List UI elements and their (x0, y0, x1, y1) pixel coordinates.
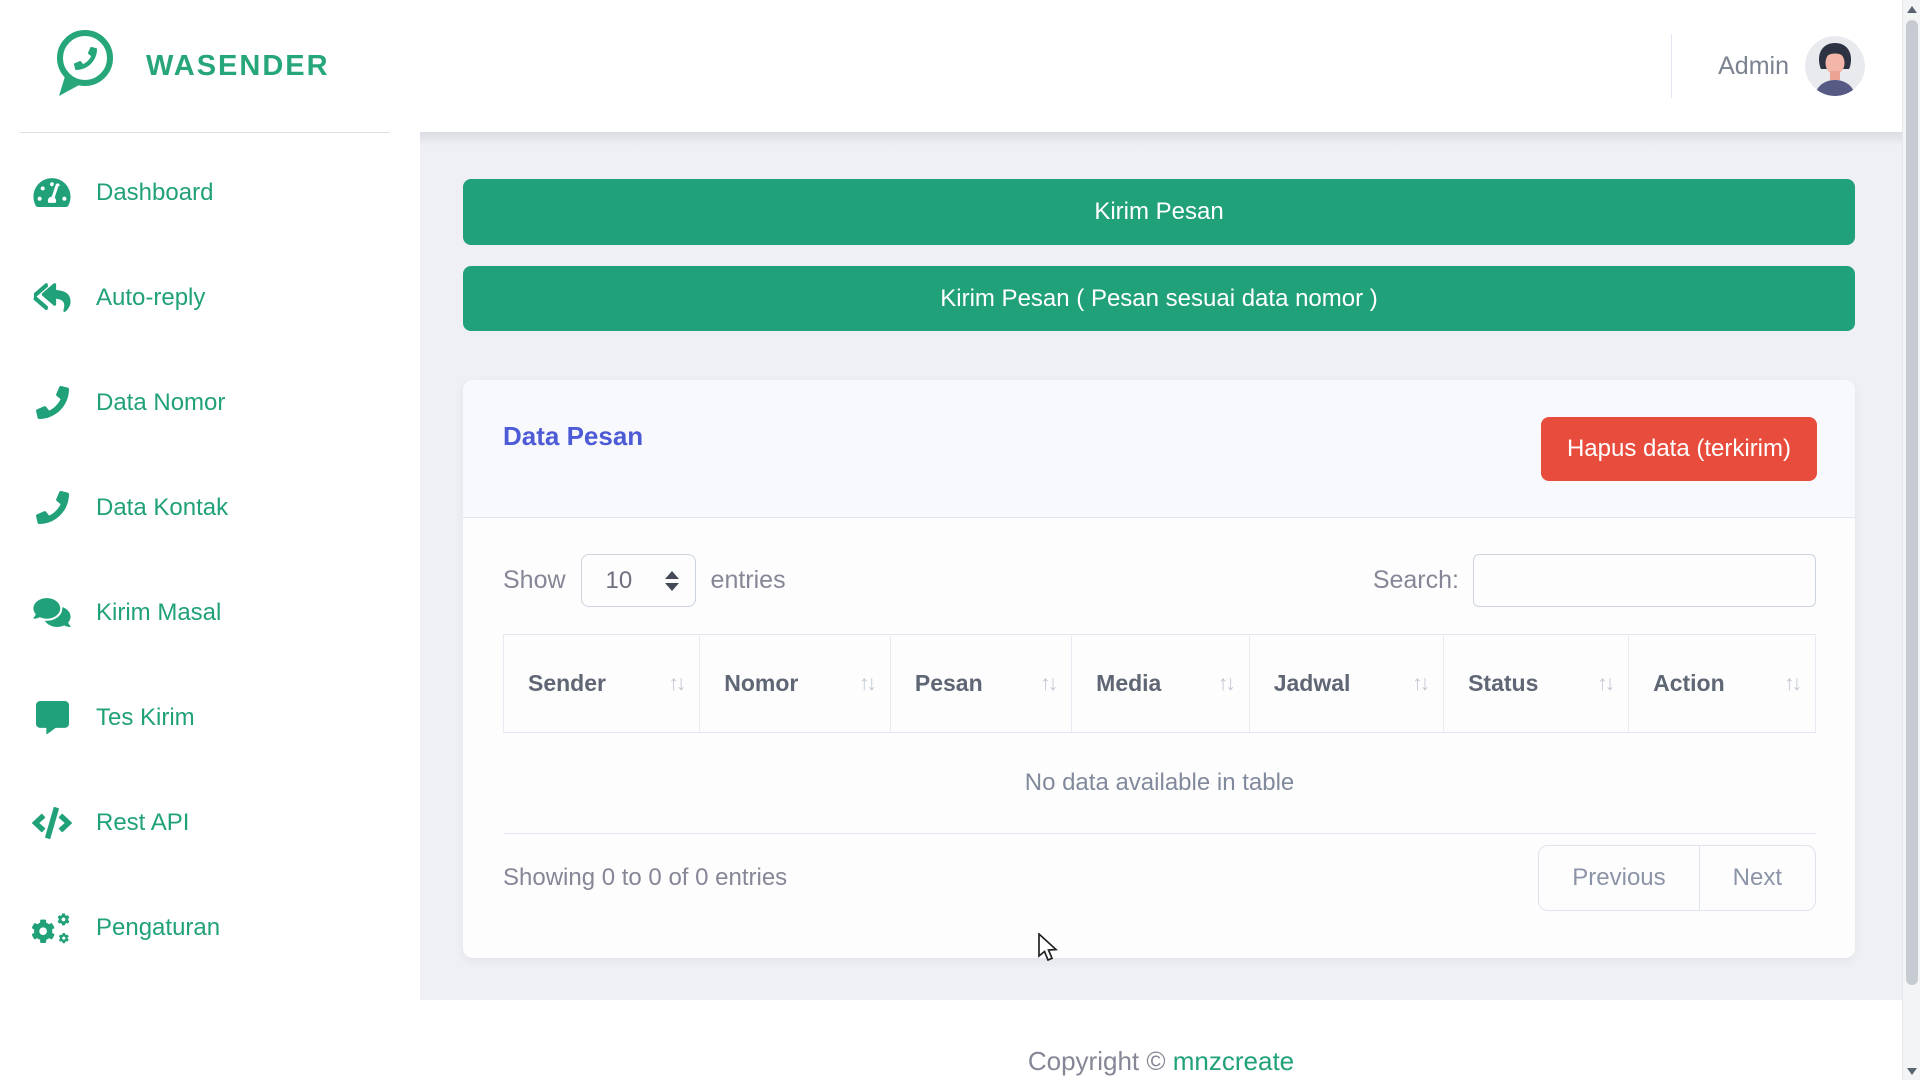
comment-icon (30, 701, 74, 734)
data-pesan-card: Data Pesan Hapus data (terkirim) Show 10… (463, 380, 1855, 958)
brand-name: WASENDER (146, 49, 330, 82)
dashboard-gauge-icon (30, 176, 74, 209)
card-title: Data Pesan (503, 421, 644, 451)
column-header-status[interactable]: Status ↑↓ (1443, 634, 1630, 733)
sidebar-item-pengaturan[interactable]: Pengaturan (0, 875, 420, 980)
brand[interactable]: WASENDER (0, 0, 420, 132)
footer-brand-link[interactable]: mnzcreate (1172, 1046, 1295, 1076)
sidebar-item-data-nomor[interactable]: Data Nomor (0, 350, 420, 455)
sidebar-item-data-kontak[interactable]: Data Kontak (0, 455, 420, 560)
sidebar-item-label: Rest API (96, 808, 190, 836)
sort-icon: ↑↓ (858, 671, 877, 695)
empty-table-row: No data available in table (503, 732, 1816, 834)
search-control: Search: (1373, 554, 1816, 607)
search-label: Search: (1372, 566, 1459, 594)
sidebar-item-auto-reply[interactable]: Auto-reply (0, 245, 420, 350)
sidebar-item-label: Kirim Masal (96, 598, 222, 626)
scroll-down-icon[interactable] (1903, 1062, 1920, 1080)
column-header-jadwal[interactable]: Jadwal ↑↓ (1248, 634, 1445, 733)
reply-all-icon (30, 281, 74, 314)
select-arrows-icon (664, 570, 679, 591)
copyright-text: Copyright © (1027, 1046, 1166, 1076)
sidebar-item-rest-api[interactable]: Rest API (0, 770, 420, 875)
kirim-pesan-button[interactable]: Kirim Pesan (463, 179, 1855, 245)
phone-icon (30, 491, 74, 524)
sidebar-item-kirim-masal[interactable]: Kirim Masal (0, 560, 420, 665)
sidebar-divider (20, 132, 390, 133)
sort-icon: ↑↓ (668, 671, 686, 695)
column-header-media[interactable]: Media ↑↓ (1071, 634, 1250, 733)
sort-icon: ↑↓ (1040, 671, 1058, 695)
code-icon (30, 806, 74, 839)
card-body: Show 10 entries Search: (463, 518, 1855, 958)
kirim-pesan-nomor-button[interactable]: Kirim Pesan ( Pesan sesuai data nomor ) (463, 266, 1855, 331)
user-menu[interactable]: Admin (1671, 0, 1865, 132)
show-label: Show (503, 566, 566, 594)
avatar[interactable] (1805, 36, 1865, 96)
phone-icon (30, 386, 74, 419)
sidebar-item-label: Data Kontak (96, 493, 229, 521)
search-input[interactable] (1473, 554, 1816, 607)
previous-page-button[interactable]: Previous (1572, 864, 1666, 891)
sidebar-item-label: Auto-reply (96, 283, 206, 311)
vertical-scrollbar[interactable] (1902, 0, 1920, 1080)
comments-icon (30, 596, 74, 629)
column-header-pesan[interactable]: Pesan ↑↓ (889, 634, 1073, 733)
user-name: Admin (1718, 51, 1789, 80)
column-header-nomor[interactable]: Nomor ↑↓ (699, 634, 891, 733)
card-header: Data Pesan Hapus data (terkirim) (463, 380, 1855, 518)
column-header-action[interactable]: Action ↑↓ (1628, 634, 1816, 733)
table-info-text: Showing 0 to 0 of 0 entries (503, 864, 788, 891)
sidebar-item-label: Dashboard (96, 178, 214, 206)
sidebar-item-tes-kirim[interactable]: Tes Kirim (0, 665, 420, 770)
next-page-button[interactable]: Next (1698, 846, 1815, 910)
page-length-select[interactable]: 10 (580, 554, 696, 607)
sort-icon: ↑↓ (1784, 671, 1802, 695)
entries-label: entries (710, 566, 786, 594)
topbar-divider (1671, 34, 1673, 98)
empty-table-message: No data available in table (503, 732, 1816, 834)
sidebar: WASENDER Dashboard Auto-reply Data Nom (0, 0, 420, 1080)
sidebar-item-dashboard[interactable]: Dashboard (0, 140, 420, 245)
scrollbar-thumb[interactable] (1906, 20, 1918, 985)
sidebar-item-label: Data Nomor (96, 388, 226, 416)
page-length-value: 10 (605, 566, 633, 594)
sidebar-item-label: Pengaturan (96, 913, 221, 941)
sidebar-nav: Dashboard Auto-reply Data Nomor Data Kon… (0, 133, 420, 980)
sidebar-item-label: Tes Kirim (96, 703, 195, 731)
main-content: Kirim Pesan Kirim Pesan ( Pesan sesuai d… (420, 132, 1902, 1000)
page-length-control: Show 10 entries (503, 554, 786, 607)
sort-icon: ↑↓ (1412, 671, 1430, 695)
data-pesan-table: Sender ↑↓ Nomor ↑↓ Pesan ↑↓ Media ↑↓ Jadwal ↑… (502, 634, 1816, 834)
table-header-row: Sender ↑↓ Nomor ↑↓ Pesan ↑↓ Media ↑↓ Jadwal ↑… (502, 634, 1816, 733)
sort-icon: ↑↓ (1597, 671, 1615, 695)
hapus-data-button[interactable]: Hapus data (terkirim) (1540, 416, 1817, 481)
pagination: Previous Next (1538, 845, 1816, 911)
sort-icon: ↑↓ (1217, 671, 1236, 695)
footer: Copyright © mnzcreate (420, 1000, 1902, 1080)
whatsapp-logo-icon (52, 28, 118, 105)
column-header-sender[interactable]: Sender ↑↓ (502, 634, 701, 733)
gears-icon (30, 911, 74, 945)
scroll-up-icon[interactable] (1903, 0, 1920, 18)
